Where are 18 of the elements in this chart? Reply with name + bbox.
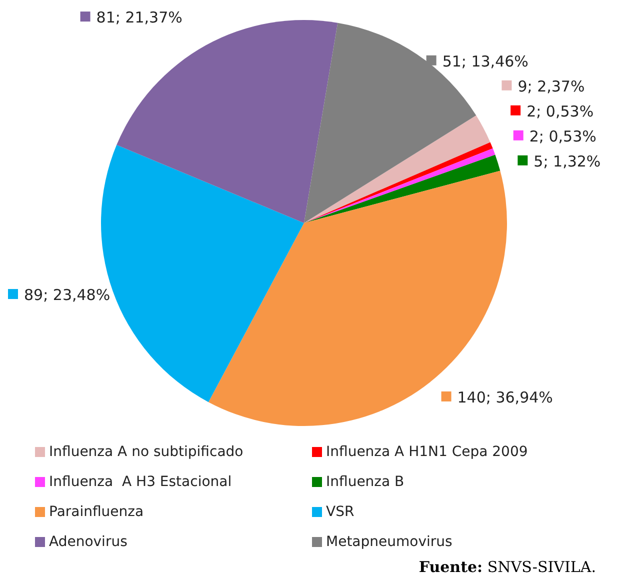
data-label: 2; 0,53% bbox=[526, 102, 594, 120]
legend-label: Influenza A H1N1 Cepa 2009 bbox=[326, 444, 528, 460]
legend-label: VSR bbox=[326, 504, 354, 520]
legend-label: Metapneumovirus bbox=[326, 534, 452, 550]
data-label: 140; 36,94% bbox=[457, 388, 553, 406]
legend-label: Influenza A H3 Estacional bbox=[49, 474, 232, 490]
legend-label: Adenovirus bbox=[49, 534, 128, 550]
data-label: 81; 21,37% bbox=[96, 8, 182, 27]
data-label: 51; 13,46% bbox=[442, 52, 528, 70]
source-note: Fuente: SNVS-SIVILA. bbox=[418, 558, 596, 576]
data-label: 5; 1,32% bbox=[534, 152, 601, 170]
legend-label: Parainfluenza bbox=[49, 504, 144, 520]
data-label: 2; 0,53% bbox=[529, 127, 596, 146]
data-label: 9; 2,37% bbox=[518, 77, 585, 96]
pie-slice bbox=[304, 115, 490, 223]
legend-label: Influenza B bbox=[326, 474, 404, 490]
legend-label: Influenza A no subtipificado bbox=[49, 444, 244, 460]
data-label: 89; 23,48% bbox=[24, 286, 110, 304]
